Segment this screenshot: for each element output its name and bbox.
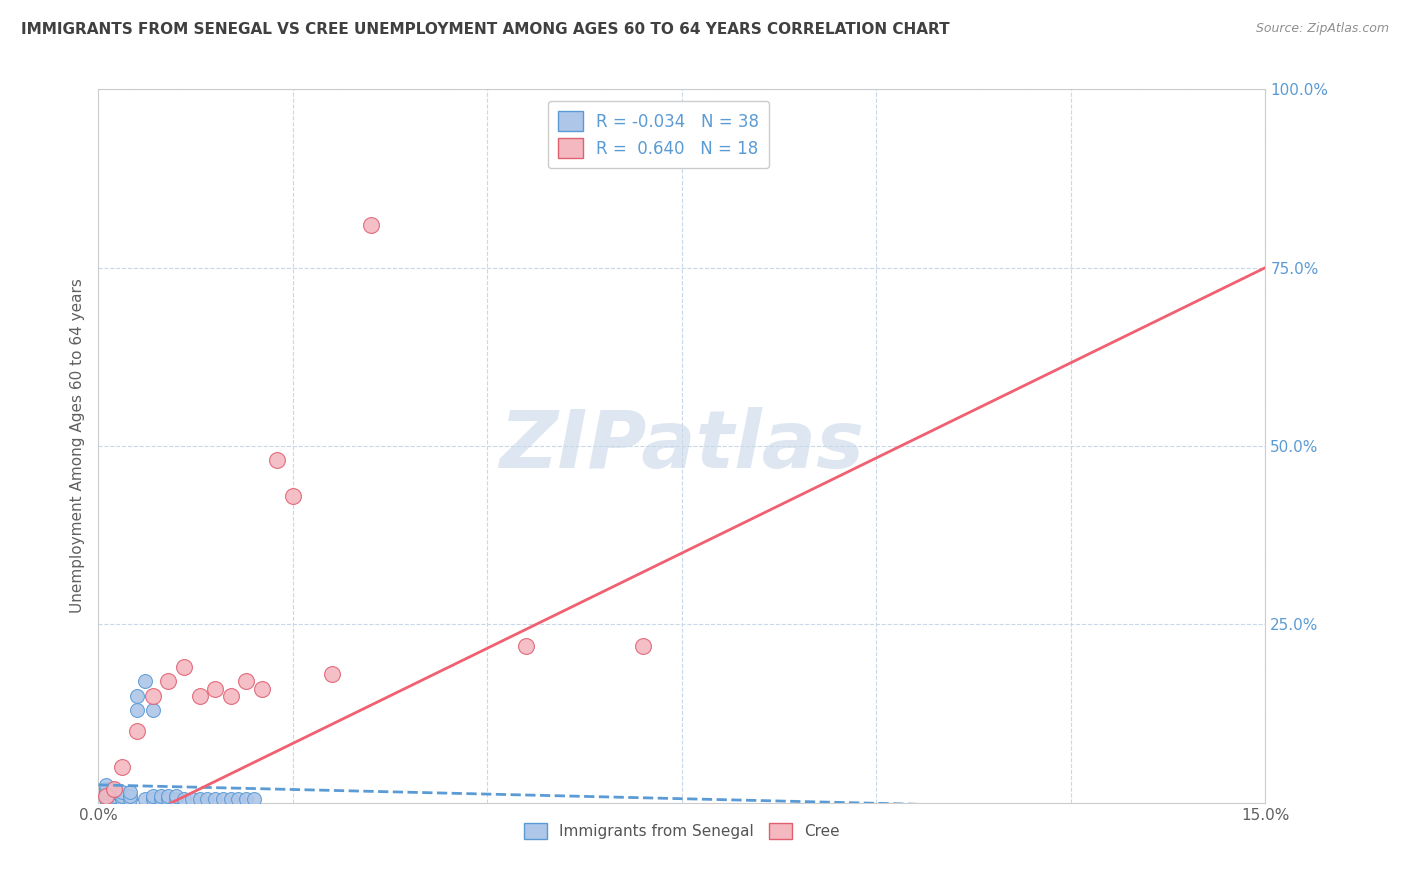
Point — [228, 792, 250, 806]
Point — [157, 789, 180, 803]
Point — [281, 489, 304, 503]
Point — [142, 792, 165, 806]
Point — [103, 781, 125, 796]
Point — [321, 667, 343, 681]
Point — [149, 789, 172, 803]
Point — [103, 785, 125, 799]
Point — [118, 785, 141, 799]
Point — [360, 218, 382, 232]
Text: IMMIGRANTS FROM SENEGAL VS CREE UNEMPLOYMENT AMONG AGES 60 TO 64 YEARS CORRELATI: IMMIGRANTS FROM SENEGAL VS CREE UNEMPLOY… — [21, 22, 949, 37]
Point — [127, 689, 149, 703]
Point — [127, 724, 149, 739]
Point — [219, 689, 242, 703]
Point — [103, 792, 125, 806]
Point — [103, 789, 125, 803]
Text: Source: ZipAtlas.com: Source: ZipAtlas.com — [1256, 22, 1389, 36]
Point — [173, 660, 195, 674]
Point — [173, 792, 195, 806]
Point — [157, 674, 180, 689]
Point — [142, 789, 165, 803]
Point — [134, 674, 156, 689]
Point — [515, 639, 537, 653]
Point — [204, 792, 226, 806]
Legend: Immigrants from Senegal, Cree: Immigrants from Senegal, Cree — [517, 817, 846, 845]
Y-axis label: Unemployment Among Ages 60 to 64 years: Unemployment Among Ages 60 to 64 years — [69, 278, 84, 614]
Point — [243, 792, 266, 806]
Point — [631, 639, 654, 653]
Point — [118, 792, 141, 806]
Point — [96, 785, 118, 799]
Point — [111, 760, 134, 774]
Point — [127, 703, 149, 717]
Text: ZIPatlas: ZIPatlas — [499, 407, 865, 485]
Point — [165, 792, 187, 806]
Point — [142, 689, 165, 703]
Point — [165, 789, 187, 803]
Point — [96, 778, 118, 792]
Point — [96, 792, 118, 806]
Point — [188, 689, 211, 703]
Point — [134, 792, 156, 806]
Point — [250, 681, 273, 696]
Point — [266, 453, 288, 467]
Point — [142, 703, 165, 717]
Point — [96, 781, 118, 796]
Point — [157, 792, 180, 806]
Point — [96, 789, 118, 803]
Point — [118, 789, 141, 803]
Point — [195, 792, 218, 806]
Point — [180, 792, 202, 806]
Point — [111, 785, 134, 799]
Point — [111, 789, 134, 803]
Point — [96, 789, 118, 803]
Point — [188, 792, 211, 806]
Point — [149, 792, 172, 806]
Point — [235, 674, 257, 689]
Point — [103, 781, 125, 796]
Point — [219, 792, 242, 806]
Point — [212, 792, 235, 806]
Point — [111, 792, 134, 806]
Point — [204, 681, 226, 696]
Point — [235, 792, 257, 806]
